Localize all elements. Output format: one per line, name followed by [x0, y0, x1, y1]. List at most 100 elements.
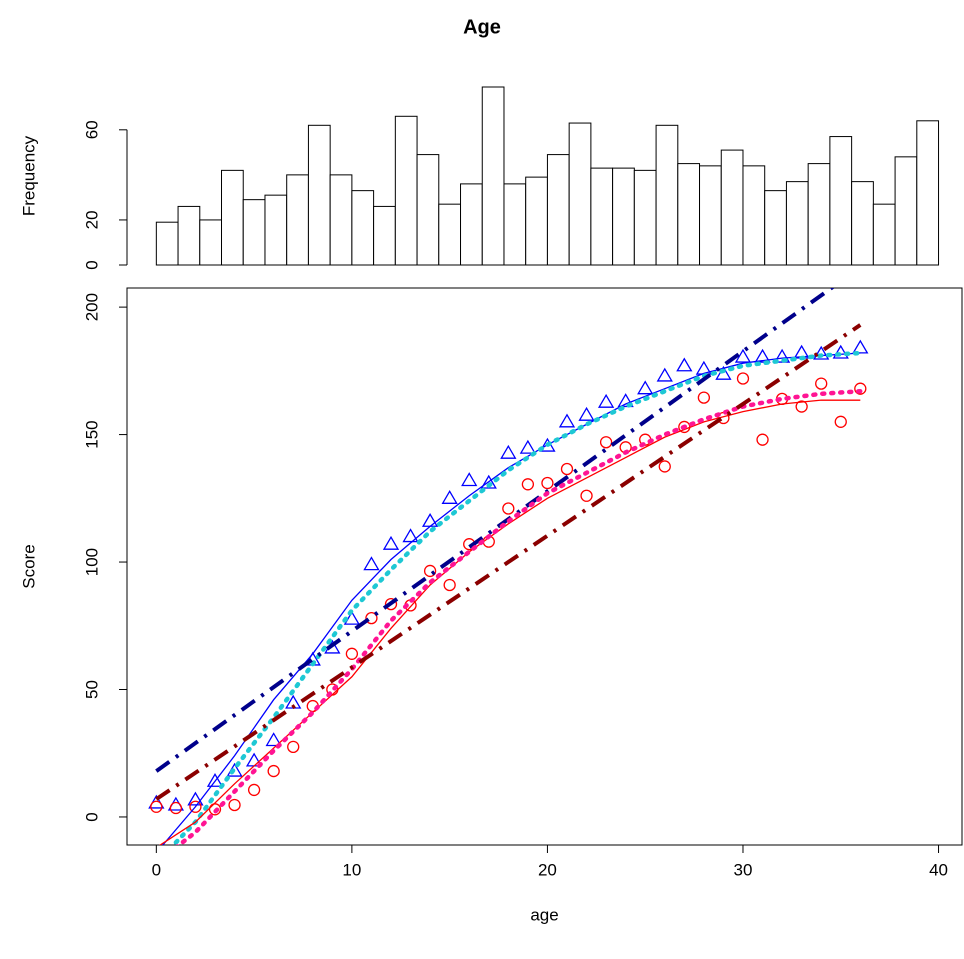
point — [443, 578, 456, 592]
point — [423, 564, 437, 578]
point — [656, 367, 673, 382]
point — [676, 357, 693, 372]
point — [382, 535, 400, 550]
point — [345, 647, 359, 660]
point — [502, 502, 515, 515]
point — [480, 474, 497, 489]
chart-title: Age — [463, 16, 501, 38]
y-tick-label: 100 — [82, 548, 101, 576]
point — [597, 393, 615, 408]
histogram-bar — [633, 169, 657, 266]
y-tick-label: 200 — [82, 293, 101, 321]
point — [363, 556, 380, 571]
point — [754, 348, 771, 363]
histogram-bar — [525, 176, 548, 266]
histogram-bar — [872, 203, 896, 266]
point — [852, 339, 869, 354]
point — [519, 439, 537, 454]
histogram-bar — [199, 219, 223, 266]
point — [558, 413, 576, 428]
point — [169, 801, 183, 815]
x-tick-label: 30 — [734, 860, 753, 879]
point — [541, 476, 554, 490]
histogram-bar — [785, 181, 809, 266]
point — [228, 798, 241, 812]
point — [521, 478, 535, 491]
y-tick-label: 20 — [82, 210, 101, 229]
point — [736, 372, 750, 385]
line — [155, 323, 862, 801]
y-axis-label: Frequency — [19, 135, 38, 216]
histogram-bar — [373, 205, 396, 266]
point — [150, 800, 163, 813]
line — [159, 399, 861, 845]
histogram-bar — [286, 174, 309, 266]
point — [697, 391, 711, 404]
y-tick-label: 60 — [82, 120, 101, 139]
y-tick-label: 50 — [82, 680, 101, 699]
histogram-bar — [329, 174, 353, 266]
point — [756, 433, 769, 446]
point — [715, 365, 732, 380]
y-tick-label: 0 — [82, 260, 101, 269]
histogram-bar — [221, 169, 244, 266]
histogram-bar — [264, 194, 288, 266]
x-tick-label: 0 — [152, 860, 161, 879]
point — [247, 783, 261, 797]
point — [617, 393, 634, 408]
plot-box — [126, 287, 963, 846]
point — [267, 764, 280, 778]
x-tick-label: 10 — [342, 860, 361, 879]
point — [384, 597, 398, 611]
histogram-bar — [416, 154, 440, 266]
histogram-bar — [612, 167, 635, 266]
plot-area — [148, 288, 869, 845]
histogram-bar — [655, 124, 679, 266]
histogram-bar — [460, 183, 483, 266]
x-tick-label: 40 — [929, 860, 948, 879]
histogram-bar — [590, 167, 614, 266]
histogram-bar — [503, 183, 527, 266]
point — [265, 732, 282, 747]
histogram-bar — [481, 86, 505, 266]
point — [365, 611, 378, 625]
point — [189, 800, 202, 813]
line — [173, 350, 863, 845]
histogram-bar — [677, 163, 701, 266]
point — [343, 610, 361, 625]
histogram-bar — [394, 115, 418, 266]
histogram-bar — [546, 154, 570, 266]
histogram-bar — [568, 122, 592, 266]
point — [834, 415, 847, 428]
histogram-bar — [829, 136, 853, 266]
point — [795, 400, 808, 413]
y-tick-label: 0 — [82, 812, 101, 821]
point — [287, 740, 300, 754]
y-tick-label: 150 — [82, 420, 101, 448]
histogram-bar — [438, 203, 462, 266]
point — [637, 380, 654, 395]
histogram-bar — [177, 205, 201, 266]
point — [599, 436, 613, 449]
point — [206, 772, 224, 787]
point — [441, 490, 458, 504]
line — [161, 352, 861, 845]
histogram-bar — [894, 156, 918, 266]
histogram-bar — [307, 124, 331, 266]
x-axis-label: age — [530, 905, 558, 924]
histogram-bar — [807, 163, 831, 266]
histogram-bar — [155, 221, 179, 266]
histogram-bar — [916, 120, 940, 266]
histogram-bar — [851, 181, 874, 266]
point — [500, 444, 517, 459]
histogram-bar — [720, 149, 744, 266]
histogram-bar — [242, 199, 266, 266]
point — [421, 512, 439, 527]
point — [402, 528, 419, 543]
point — [461, 472, 478, 487]
point — [813, 345, 830, 360]
histogram-bar — [742, 165, 766, 266]
point — [578, 406, 595, 421]
histogram-bar — [351, 190, 375, 266]
